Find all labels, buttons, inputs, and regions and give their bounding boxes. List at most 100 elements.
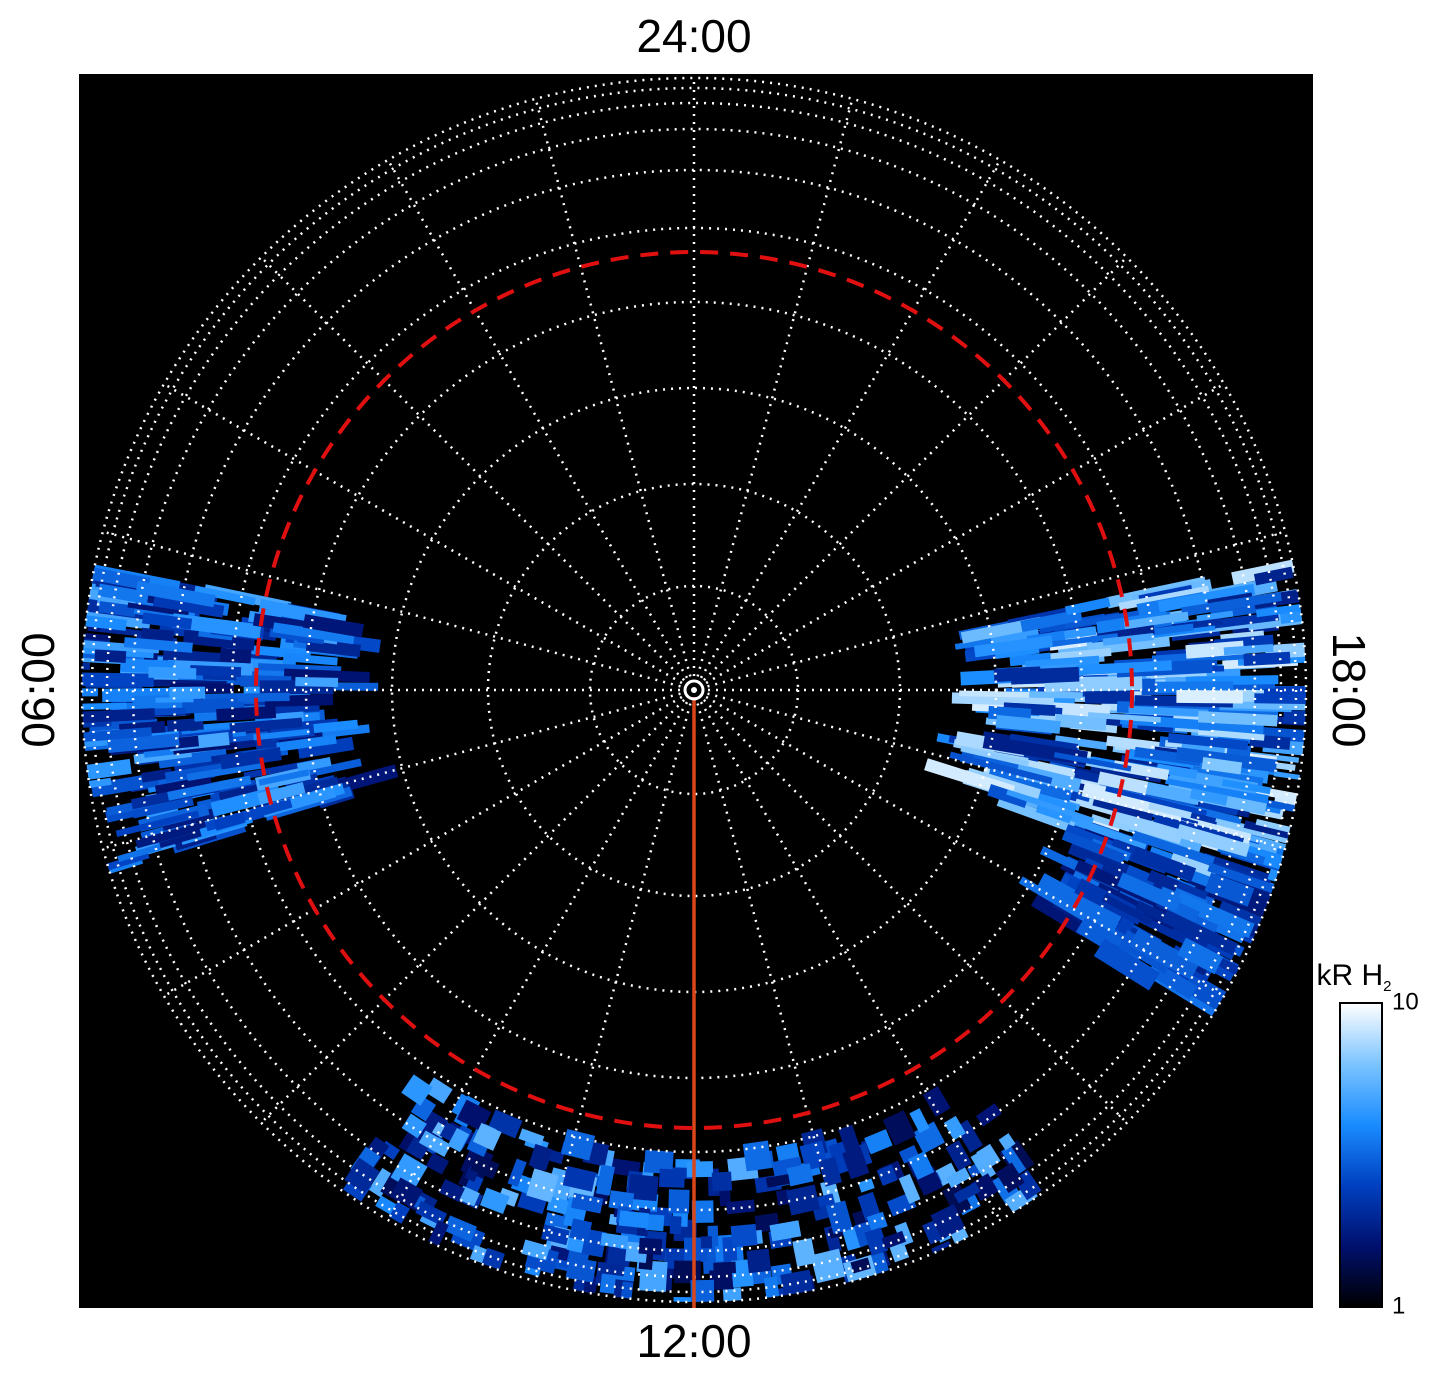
aurora-patch xyxy=(1147,869,1180,892)
aurora-patch xyxy=(528,1143,553,1171)
aurora-patch xyxy=(674,1260,701,1284)
aurora-patch xyxy=(1223,644,1274,656)
aurora-patch xyxy=(970,1150,997,1181)
aurora-patch xyxy=(1006,789,1094,824)
aurora-patch xyxy=(1093,938,1160,991)
aurora-patch xyxy=(690,1279,715,1302)
aurora-patch xyxy=(945,1167,971,1188)
aurora-patch xyxy=(1105,786,1207,816)
aurora-patch xyxy=(443,1215,478,1242)
aurora-patch xyxy=(595,1164,615,1196)
aurora-patch xyxy=(368,1167,395,1198)
aurora-patch xyxy=(993,666,1041,683)
aurora-patch xyxy=(302,719,359,735)
colorbar-tick-label: 10 xyxy=(1392,988,1419,1015)
aurora-patch xyxy=(98,601,137,618)
aurora-patch xyxy=(94,649,127,663)
aurora-patch xyxy=(401,1074,433,1106)
aurora-patch xyxy=(889,1242,910,1263)
aurora-patch xyxy=(643,1149,674,1175)
aurora-patch xyxy=(876,1164,898,1186)
aurora-patch xyxy=(864,1129,893,1155)
aurora-patch xyxy=(864,1227,889,1256)
aurora-patch xyxy=(730,1223,758,1248)
aurora-patch xyxy=(472,1122,502,1151)
aurora-patch xyxy=(1138,780,1201,806)
aurora-patch xyxy=(1198,711,1278,727)
aurora-patch xyxy=(158,748,228,769)
aurora-patch xyxy=(930,1204,966,1239)
aurora-patch xyxy=(1201,756,1243,775)
aurora-patch xyxy=(842,1146,870,1180)
aurora-patch xyxy=(711,1171,733,1192)
aurora-patch xyxy=(438,1178,465,1202)
aurora-patch xyxy=(1108,809,1184,845)
aurora-patch xyxy=(742,1140,772,1172)
aurora-patch xyxy=(425,1152,450,1175)
aurora-patch xyxy=(1177,937,1224,975)
aurora-patch xyxy=(276,734,337,752)
colorbar-label-main: kR H xyxy=(1316,959,1383,992)
aurora-patch xyxy=(1131,846,1197,882)
aurora-patch xyxy=(1128,705,1209,717)
aurora-patch xyxy=(792,1238,817,1267)
aurora-patch xyxy=(1029,691,1083,699)
aurora-patch xyxy=(858,1178,875,1193)
aurora-patch xyxy=(189,665,242,678)
aurora-patch xyxy=(526,1168,559,1203)
aurora-patch xyxy=(1216,819,1299,847)
aurora-patch xyxy=(194,585,256,606)
aurora-patch xyxy=(1181,591,1282,617)
aurora-patch xyxy=(746,1248,772,1274)
aurora-patch xyxy=(673,1296,696,1302)
aurora-patch xyxy=(691,1200,714,1224)
aurora-patch xyxy=(253,669,287,677)
aurora-patch xyxy=(769,1220,802,1242)
aurora-patch xyxy=(218,782,267,803)
aurora-patch xyxy=(1169,852,1218,880)
aurora-patch xyxy=(881,1230,907,1250)
aurora-patch xyxy=(1175,746,1278,773)
colorbar-label-subscript: 2 xyxy=(1383,978,1391,995)
aurora-patch xyxy=(123,637,193,653)
aurora-patch xyxy=(975,1103,1002,1127)
aurora-patch xyxy=(302,614,365,638)
aurora-patch xyxy=(1176,689,1243,704)
aurora-patch xyxy=(82,720,112,730)
aurora-patch xyxy=(300,776,340,796)
aurora-patch xyxy=(141,768,173,783)
aurora-patch xyxy=(658,1168,686,1188)
aurora-patch xyxy=(148,666,197,680)
colorbar-tick-label: 1 xyxy=(1392,1292,1405,1319)
aurora-patch xyxy=(1253,584,1306,610)
aurora-patch xyxy=(115,810,200,837)
aurora-patch xyxy=(1025,758,1112,790)
aurora-patch xyxy=(283,653,338,666)
aurora-patch xyxy=(818,1156,842,1187)
aurora-patch xyxy=(709,1269,734,1291)
aurora-patch xyxy=(987,767,1073,802)
aurora-patch xyxy=(216,705,277,722)
aurora-patch xyxy=(1087,712,1161,723)
aurora-patch xyxy=(686,1161,714,1178)
aurora-patch xyxy=(167,775,252,801)
aurora-patch xyxy=(620,1281,634,1302)
aurora-patch xyxy=(1204,872,1255,907)
aurora-patch xyxy=(731,1259,754,1288)
aurora-patch xyxy=(296,757,332,773)
aurora-patch xyxy=(82,702,127,710)
aurora-patch xyxy=(142,612,193,630)
aurora-patch xyxy=(213,812,246,831)
aurora-patch xyxy=(1001,1145,1027,1176)
aurora-patch xyxy=(1131,830,1215,866)
aurora-patch xyxy=(960,746,1030,767)
aurora-patch xyxy=(132,797,194,819)
aurora-patch xyxy=(1123,611,1189,630)
aurora-patch xyxy=(1030,890,1090,936)
aurora-patch xyxy=(1064,597,1111,616)
aurora-patch xyxy=(668,1189,690,1214)
aurora-patch xyxy=(344,1157,380,1194)
aurora-patch xyxy=(645,1214,665,1232)
aurora-patch xyxy=(427,1220,449,1249)
